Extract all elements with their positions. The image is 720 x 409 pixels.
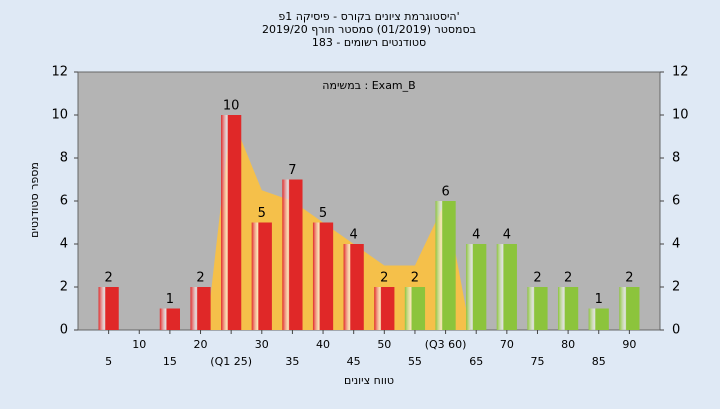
x-tick-label: (Q1 25) [210, 355, 252, 368]
x-tick-label: 90 [622, 338, 636, 351]
value-label: 2 [380, 271, 388, 286]
bar [435, 201, 456, 330]
y-tick-label: 2 [60, 280, 68, 295]
y2-tick-label: 4 [672, 237, 680, 252]
annotation: במשימה : Exam_B [322, 79, 415, 92]
bar [98, 287, 119, 330]
value-label: 1 [166, 292, 174, 307]
chart-title: היסטוגרמת ציונים בקורס - פיסיקה 1פ' [278, 10, 459, 23]
x-tick-label: 65 [469, 355, 483, 368]
value-label: 2 [625, 271, 633, 286]
bar [557, 287, 579, 330]
x-tick-label: 5 [105, 355, 112, 368]
x-tick-label: 20 [194, 338, 208, 351]
y2-tick-label: 6 [672, 194, 680, 209]
x-tick-label: 55 [408, 355, 422, 368]
bar [282, 179, 303, 330]
bar [588, 308, 609, 330]
value-label: 10 [223, 99, 240, 114]
x-tick-label: 75 [530, 355, 544, 368]
value-label: 5 [258, 206, 266, 221]
x-tick-label: 70 [500, 338, 514, 351]
bar [466, 244, 487, 330]
value-label: 4 [350, 228, 358, 243]
y2-tick-label: 0 [672, 323, 680, 338]
y-tick-label: 8 [60, 151, 68, 166]
y2-tick-label: 8 [672, 151, 680, 166]
y-tick-label: 12 [51, 65, 68, 80]
x-tick-label: 35 [285, 355, 299, 368]
value-label: 2 [104, 271, 112, 286]
x-tick-label: 10 [132, 338, 146, 351]
value-label: 2 [564, 271, 572, 286]
y2-tick-label: 10 [672, 108, 689, 123]
bar [404, 287, 426, 330]
bar [312, 222, 334, 330]
bar [374, 287, 395, 330]
x-axis-label: טווח ציונים [344, 374, 394, 387]
bar [619, 287, 640, 330]
bar [251, 222, 272, 330]
bar [343, 244, 364, 330]
value-label: 2 [196, 271, 204, 286]
y-tick-label: 6 [60, 194, 68, 209]
value-label: 7 [288, 163, 296, 178]
y2-tick-label: 2 [672, 280, 680, 295]
subtitle: בסמסטר (01/2019) סמסטר חורף 2019/20 [262, 23, 476, 36]
bar [190, 287, 211, 330]
x-tick-label: 15 [163, 355, 177, 368]
bar [527, 287, 548, 330]
x-tick-label: 30 [255, 338, 269, 351]
x-tick-label: 45 [347, 355, 361, 368]
x-tick-label: 40 [316, 338, 330, 351]
value-label: 1 [595, 292, 603, 307]
subtitle: סטודנטים רשומים - 183 [312, 36, 426, 49]
x-tick-label: (Q3 60) [425, 338, 467, 351]
value-label: 6 [441, 185, 449, 200]
bar [159, 308, 181, 330]
y-tick-label: 0 [60, 323, 68, 338]
y2-tick-label: 12 [672, 65, 689, 80]
value-label: 2 [411, 271, 419, 286]
band-area [206, 115, 471, 330]
y-tick-label: 10 [51, 108, 68, 123]
y-tick-label: 4 [60, 237, 68, 252]
x-tick-label: 50 [377, 338, 391, 351]
value-label: 5 [319, 206, 327, 221]
bar [496, 244, 517, 330]
x-tick-label: 85 [592, 355, 606, 368]
value-label: 4 [472, 228, 480, 243]
y-axis-label: מספר סטודנטים [28, 162, 41, 238]
bar [221, 115, 242, 330]
x-tick-label: 80 [561, 338, 575, 351]
value-label: 4 [503, 228, 511, 243]
value-label: 2 [533, 271, 541, 286]
